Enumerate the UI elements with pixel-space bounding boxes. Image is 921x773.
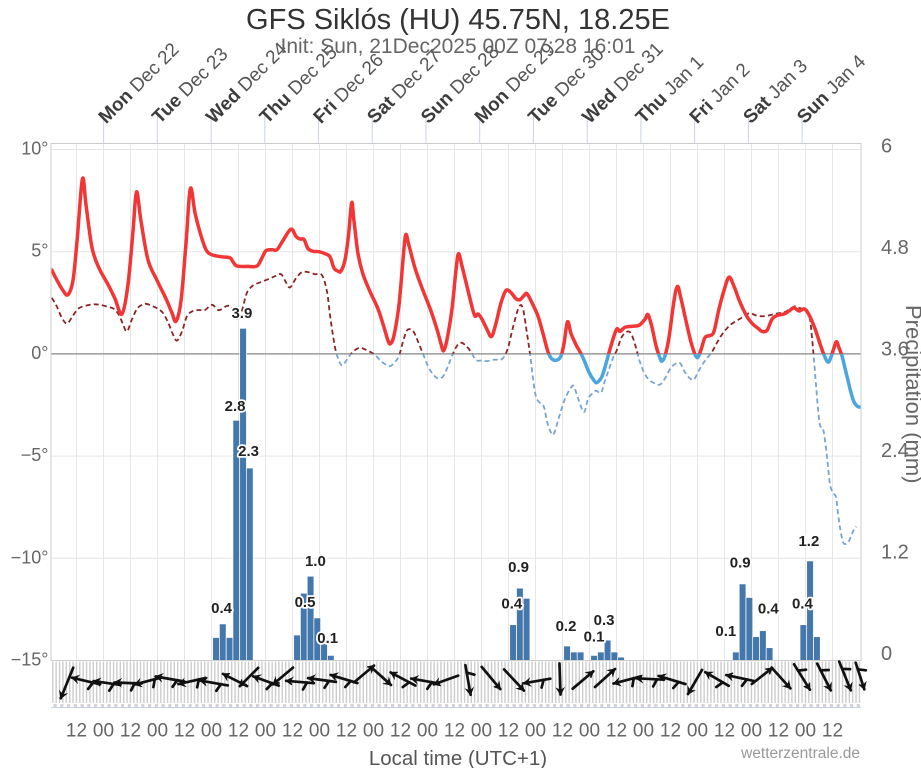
svg-text:GFS Siklós (HU) 45.75N, 18.25E: GFS Siklós (HU) 45.75N, 18.25E: [246, 4, 670, 36]
svg-text:Local time (UTC+1): Local time (UTC+1): [369, 747, 547, 768]
svg-text:0: 0: [881, 643, 892, 665]
svg-text:0.4: 0.4: [792, 596, 814, 613]
svg-text:0.4: 0.4: [501, 596, 523, 613]
svg-text:00: 00: [525, 721, 546, 742]
svg-text:00: 00: [741, 721, 762, 742]
svg-text:00: 00: [255, 721, 276, 742]
svg-text:12: 12: [660, 721, 681, 742]
svg-text:12: 12: [66, 721, 87, 742]
svg-text:−5°: −5°: [21, 445, 49, 465]
svg-text:12: 12: [768, 721, 789, 742]
svg-text:00: 00: [417, 721, 438, 742]
svg-text:−15°: −15°: [11, 650, 49, 670]
svg-text:3.9: 3.9: [231, 305, 252, 322]
svg-text:12: 12: [282, 721, 303, 742]
svg-text:1.2: 1.2: [798, 533, 819, 550]
svg-text:00: 00: [201, 721, 222, 742]
svg-text:0.3: 0.3: [594, 612, 615, 629]
svg-text:2.3: 2.3: [238, 443, 259, 460]
svg-text:0°: 0°: [31, 343, 48, 363]
svg-text:12: 12: [120, 721, 141, 742]
svg-text:00: 00: [633, 721, 654, 742]
svg-text:4.8: 4.8: [881, 237, 909, 259]
svg-text:0.4: 0.4: [211, 600, 233, 617]
svg-text:wetterzentrale.de: wetterzentrale.de: [740, 745, 860, 762]
svg-text:12: 12: [444, 721, 465, 742]
svg-text:1.0: 1.0: [305, 553, 326, 570]
svg-text:0.9: 0.9: [730, 555, 751, 572]
svg-text:12: 12: [336, 721, 357, 742]
svg-text:00: 00: [363, 721, 384, 742]
svg-text:12: 12: [390, 721, 411, 742]
svg-text:−10°: −10°: [11, 547, 49, 567]
svg-text:0.1: 0.1: [584, 629, 605, 646]
svg-text:0.9: 0.9: [508, 559, 529, 576]
svg-text:12: 12: [606, 721, 627, 742]
svg-text:0.5: 0.5: [295, 594, 316, 611]
svg-text:00: 00: [93, 721, 114, 742]
svg-text:00: 00: [147, 721, 168, 742]
svg-text:12: 12: [552, 721, 573, 742]
svg-text:0.4: 0.4: [758, 601, 780, 618]
svg-text:00: 00: [579, 721, 600, 742]
svg-text:12: 12: [822, 721, 843, 742]
svg-text:12: 12: [228, 721, 249, 742]
svg-text:0.2: 0.2: [556, 618, 577, 635]
svg-text:12: 12: [498, 721, 519, 742]
svg-text:1.2: 1.2: [881, 542, 909, 564]
svg-text:12: 12: [174, 721, 195, 742]
svg-text:2.8: 2.8: [225, 398, 246, 415]
svg-text:Precipitation (mm): Precipitation (mm): [901, 305, 921, 483]
svg-text:00: 00: [795, 721, 816, 742]
svg-text:00: 00: [471, 721, 492, 742]
svg-text:12: 12: [714, 721, 735, 742]
svg-text:5°: 5°: [31, 241, 48, 261]
svg-text:0.1: 0.1: [317, 630, 338, 647]
svg-text:Init: Sun, 21Dec2025 00Z 07:28: Init: Sun, 21Dec2025 00Z 07:28 16:01: [281, 35, 636, 58]
svg-text:00: 00: [309, 721, 330, 742]
svg-text:10°: 10°: [21, 139, 48, 159]
svg-text:0.1: 0.1: [715, 623, 736, 640]
svg-text:00: 00: [687, 721, 708, 742]
svg-text:6: 6: [881, 136, 892, 158]
